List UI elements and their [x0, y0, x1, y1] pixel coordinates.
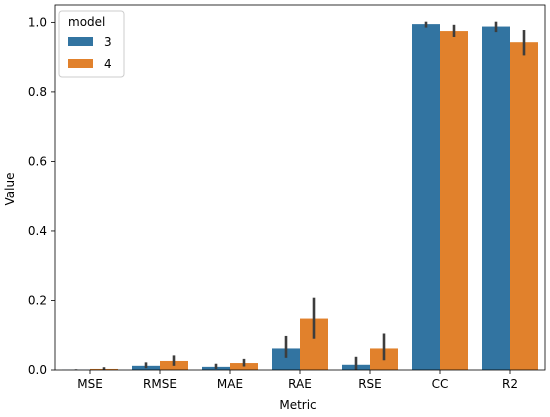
y-tick-label: 0.8 — [28, 85, 47, 99]
legend-label-series-0: 3 — [104, 35, 112, 49]
y-axis-title: Value — [3, 173, 17, 206]
x-tick-label-rae: RAE — [288, 377, 312, 391]
x-tick-label-rse: RSE — [358, 377, 382, 391]
error-bars-layer — [74, 21, 526, 370]
y-tick-label: 0.0 — [28, 363, 47, 377]
bar-cc-series-4 — [440, 31, 468, 370]
x-axis-title: Metric — [279, 398, 316, 412]
x-tick-label-cc: CC — [432, 377, 449, 391]
x-tick-label-mae: MAE — [217, 377, 243, 391]
legend-swatch-series-1 — [68, 59, 93, 68]
x-tick-label-rmse: RMSE — [143, 377, 177, 391]
bar-cc-series-3 — [412, 24, 440, 370]
y-tick-label: 0.2 — [28, 293, 47, 307]
legend-label-series-1: 4 — [104, 57, 112, 71]
bars-layer — [62, 24, 538, 371]
legend-swatch-series-0 — [68, 37, 93, 46]
bar-rae-series-3 — [272, 348, 300, 370]
legend-title: model — [68, 15, 105, 29]
legend: model 3 4 — [58, 10, 125, 78]
bar-r2-series-4 — [510, 42, 538, 370]
x-tick-label-mse: MSE — [77, 377, 103, 391]
plot-frame — [54, 4, 546, 371]
y-tick-label: 1.0 — [28, 15, 47, 29]
bar-r2-series-3 — [482, 26, 510, 371]
y-tick-label: 0.6 — [28, 154, 47, 168]
x-tick-label-r2: R2 — [502, 377, 518, 391]
y-tick-label: 0.4 — [28, 224, 47, 238]
axes-layer: MSE RMSE MAE RAE RSE CC R2 0.0 0.2 0.4 0.6 0.8 1.0 — [28, 4, 546, 391]
